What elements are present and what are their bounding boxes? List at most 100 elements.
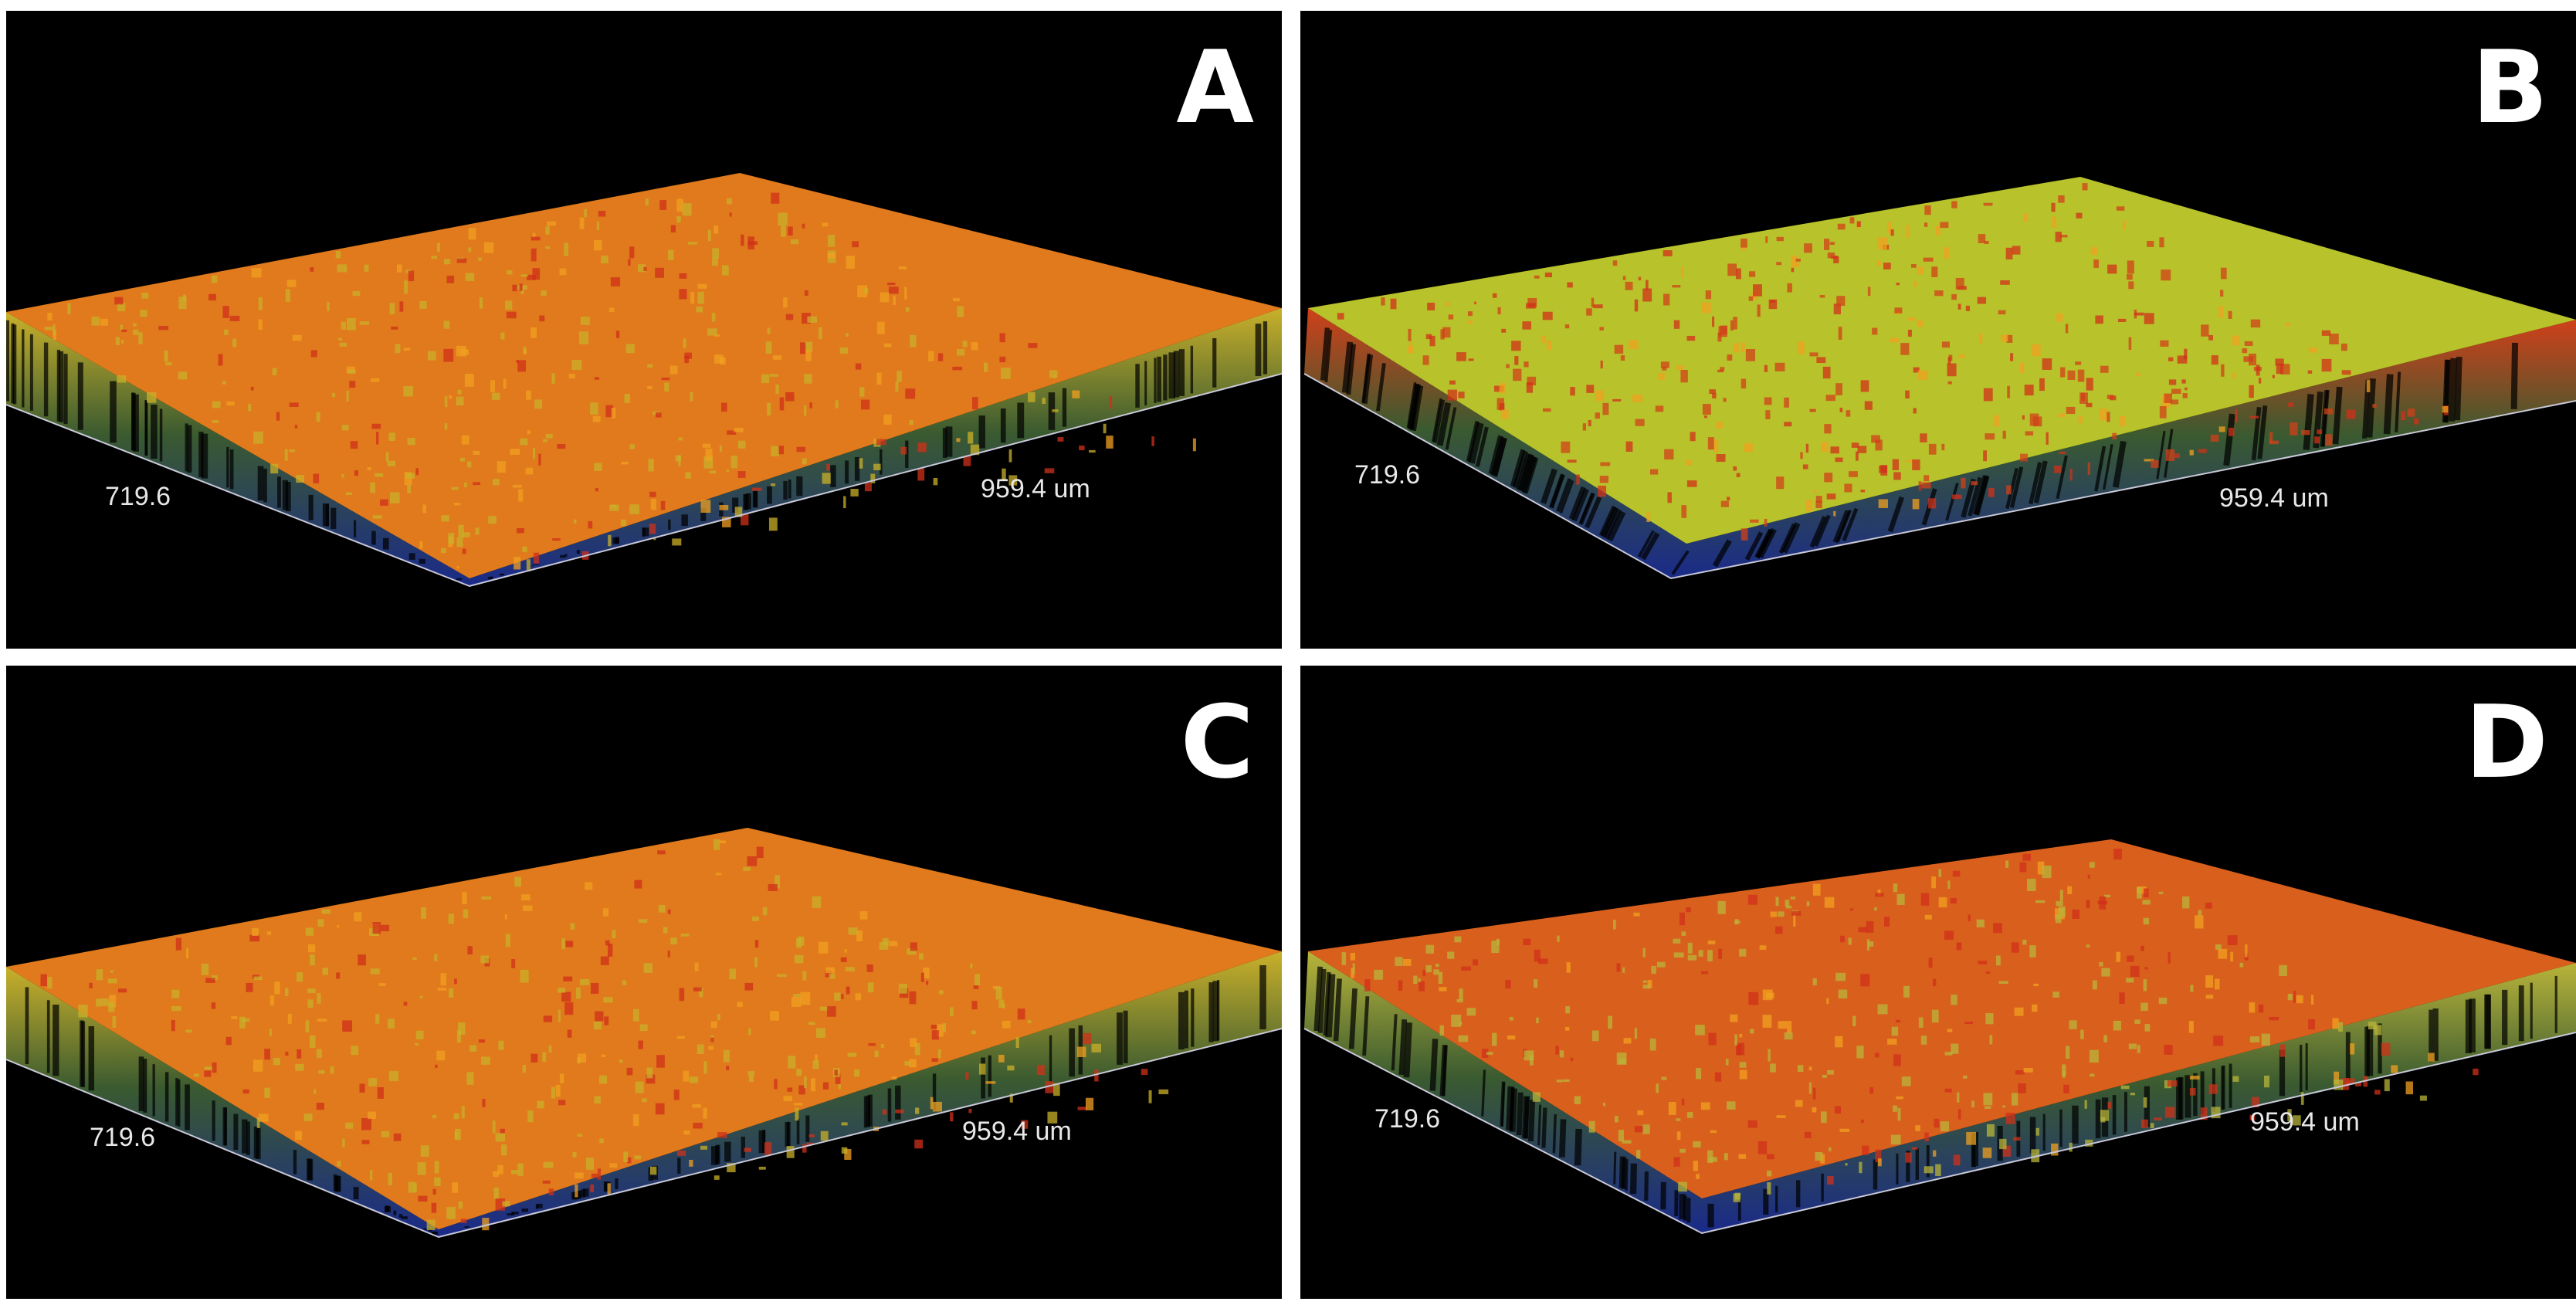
surface-speckle	[2089, 862, 2095, 868]
surface-speckle	[2164, 393, 2172, 403]
panel-label-d: D	[2465, 683, 2548, 801]
surface-speckle	[1795, 1100, 1803, 1107]
surface-speckle	[1907, 330, 1912, 337]
surface-speckle	[713, 839, 720, 850]
wall-streak	[1506, 1086, 1515, 1130]
surface-speckle	[794, 954, 804, 964]
surface-speckle	[370, 968, 380, 975]
surface-speckle	[2076, 212, 2083, 219]
surface-speckle	[1805, 443, 1809, 453]
surface-speckle	[1985, 1013, 1994, 1025]
surface-speckle	[1642, 985, 1651, 989]
surface-speckle	[1526, 382, 1533, 393]
surface-speckle	[147, 392, 157, 403]
surface-speckle	[2261, 1033, 2270, 1046]
surface-speckle	[1932, 978, 1937, 987]
surface-speckle	[548, 1046, 552, 1053]
surface-speckle	[1690, 432, 1696, 442]
surface-speckle	[807, 316, 818, 323]
surface-speckle	[2002, 1105, 2005, 1108]
surface-speckle	[91, 317, 100, 326]
surface-speckle	[632, 1008, 639, 1022]
surface-speckle	[1642, 1124, 1650, 1134]
surface-speckle	[456, 258, 467, 263]
surface-speckle	[938, 1049, 941, 1059]
surface-speckle	[834, 1069, 838, 1076]
wall-streak	[1445, 407, 1457, 450]
surface-speckle	[1787, 283, 1792, 293]
surface-speckle	[1826, 1069, 1834, 1075]
surface-speckle	[1827, 1176, 1834, 1185]
surface-speckle	[426, 1219, 436, 1230]
surface-speckle	[2029, 945, 2036, 958]
surface-speckle	[342, 1020, 353, 1032]
surface-speckle	[2374, 1090, 2381, 1095]
surface-speckle	[2160, 340, 2169, 347]
surface-speckle	[2119, 992, 2125, 1005]
surface-speckle	[1461, 966, 1472, 971]
surface-speckle	[1739, 1062, 1747, 1068]
surface-speckle	[1422, 355, 1429, 365]
surface-speckle	[1499, 403, 1505, 411]
surface-speckle	[1042, 398, 1046, 405]
surface-speckle	[1933, 1150, 1937, 1157]
surface-speckle	[435, 1064, 438, 1068]
surface-speckle	[2249, 1036, 2260, 1042]
surface-speckle	[914, 1107, 920, 1114]
surface-speckle	[619, 1059, 623, 1063]
surface-speckle	[1351, 968, 1354, 978]
surface-speckle	[2107, 412, 2110, 422]
surface-speckle	[1733, 317, 1737, 330]
surface-speckle	[108, 1002, 115, 1012]
surface-speckle	[468, 228, 476, 240]
surface-speckle	[2168, 357, 2174, 361]
surface-speckle	[2100, 365, 2109, 373]
surface-speckle	[317, 993, 321, 1004]
surface-speckle	[1953, 1154, 1961, 1166]
surface-speckle	[493, 1171, 499, 1178]
surface-speckle	[310, 267, 314, 272]
surface-speckle	[557, 444, 566, 449]
surface-speckle	[1053, 375, 1056, 378]
wall-streak	[1510, 449, 1526, 487]
surface-speckle	[1620, 355, 1625, 361]
surface-speckle	[492, 1120, 496, 1134]
surface-speckle	[2249, 1002, 2256, 1013]
surface-speckle	[919, 953, 924, 960]
surface-speckle	[1646, 511, 1651, 523]
surface-speckle	[1878, 1158, 1882, 1167]
surface-speckle	[342, 1138, 345, 1147]
surface-speckle	[1709, 389, 1716, 395]
surface-speckle	[1762, 1015, 1772, 1028]
surface-speckle	[454, 978, 457, 985]
surface-speckle	[482, 1098, 486, 1107]
surface-speckle	[461, 1106, 465, 1119]
surface-speckle	[657, 850, 666, 855]
surface-speckle	[1791, 910, 1802, 916]
surface-speckle	[744, 982, 754, 991]
surface-speckle	[2127, 260, 2134, 274]
surface-speckle	[1693, 1141, 1701, 1148]
surface-speckle	[1895, 1019, 1900, 1023]
y-axis-label-c: 719.6	[90, 1123, 156, 1152]
surface-speckle	[729, 212, 732, 217]
surface-speckle	[647, 364, 653, 368]
surface-speckle	[629, 444, 636, 449]
surface-speckle	[920, 972, 924, 982]
surface-speckle	[705, 448, 713, 462]
surface-speckle	[676, 215, 681, 223]
surface-speckle	[1984, 240, 1989, 245]
surface-speckle	[978, 1063, 986, 1075]
surface-speckle	[692, 1103, 701, 1108]
surface-speckle	[1435, 964, 1439, 968]
surface-speckle	[1961, 477, 1966, 489]
surface-speckle	[867, 982, 874, 993]
surface-speckle	[2293, 1115, 2301, 1126]
surface-speckle	[1866, 920, 1874, 933]
surface-speckle	[463, 909, 469, 919]
surface-speckle	[669, 365, 678, 375]
surface-speckle	[841, 994, 844, 999]
surface-speckle	[2032, 1004, 2038, 1012]
surface-speckle	[415, 1030, 424, 1039]
surface-speckle	[347, 369, 356, 374]
